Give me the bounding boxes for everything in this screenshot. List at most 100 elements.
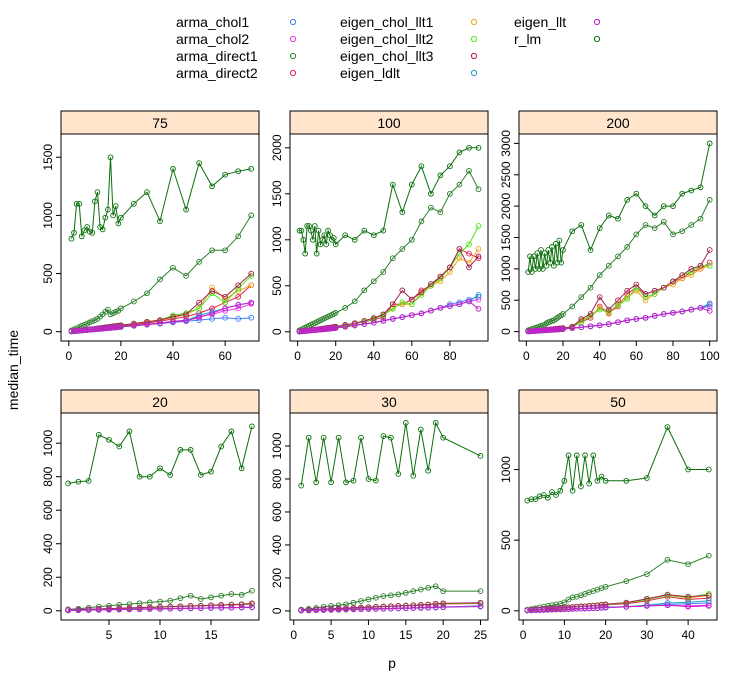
y-tick-label: 0 <box>499 328 513 335</box>
x-tick-label: 0 <box>523 349 530 363</box>
data-point <box>528 328 535 335</box>
data-point <box>417 604 424 611</box>
data-point <box>477 603 484 610</box>
data-point <box>623 477 630 484</box>
data-point <box>623 599 630 606</box>
data-point <box>590 605 597 611</box>
data-point <box>358 598 364 604</box>
data-point <box>417 426 424 433</box>
data-point <box>315 326 322 333</box>
data-point <box>670 203 676 209</box>
data-point <box>115 220 122 227</box>
data-point <box>605 212 612 219</box>
series-r_lm <box>298 420 484 489</box>
data-point <box>642 294 649 300</box>
data-point <box>343 479 349 486</box>
data-point <box>313 479 320 486</box>
data-point <box>602 601 609 608</box>
data-point <box>565 606 572 612</box>
legend-marker-r_lm <box>593 35 601 43</box>
data-point <box>688 272 695 278</box>
data-point <box>332 325 339 331</box>
data-point <box>235 233 242 240</box>
data-point <box>545 247 552 253</box>
series-eigen_llt <box>68 299 255 335</box>
legend-marker-eigen_chol_llt1 <box>470 18 478 26</box>
data-point <box>177 595 184 602</box>
series-line-r_lm <box>300 421 481 486</box>
data-point <box>144 321 150 328</box>
legend-label-arma_chol1: arma_chol1 <box>176 14 249 30</box>
data-point <box>167 472 174 478</box>
data-point <box>106 606 112 613</box>
data-point <box>528 269 535 275</box>
data-point <box>679 272 686 278</box>
data-point <box>578 294 585 300</box>
y-tick-label: 500 <box>270 275 284 295</box>
legend-label-eigen_ldlt: eigen_ldlt <box>340 65 400 81</box>
data-point <box>115 324 122 331</box>
data-point <box>543 262 550 269</box>
data-point <box>644 571 650 577</box>
data-point <box>685 561 691 568</box>
data-point <box>525 328 532 335</box>
data-point <box>697 184 704 191</box>
data-point <box>623 578 630 584</box>
legend: arma_chol1arma_chol2arma_direct1arma_dir… <box>176 14 601 81</box>
data-point <box>410 588 417 594</box>
data-point <box>395 471 402 477</box>
legend-marker-arma_direct1 <box>289 52 297 60</box>
data-point <box>578 222 585 228</box>
data-point <box>705 592 712 599</box>
data-point <box>197 605 204 611</box>
data-point <box>688 187 695 194</box>
data-point <box>428 307 434 314</box>
data-point <box>313 607 320 613</box>
data-point <box>208 594 214 601</box>
legend-marker-arma_direct2 <box>289 69 297 77</box>
data-point <box>319 326 326 333</box>
data-point <box>105 206 111 213</box>
data-point <box>65 480 71 487</box>
x-tick-label: 0 <box>65 349 72 363</box>
data-point <box>332 241 339 248</box>
data-point <box>573 452 580 459</box>
data-point <box>670 278 676 285</box>
data-point <box>361 227 368 234</box>
data-point <box>602 604 609 611</box>
data-point <box>330 235 337 241</box>
data-point <box>437 209 444 216</box>
data-point <box>688 222 695 228</box>
data-point <box>633 281 640 288</box>
y-tick-label: 500 <box>499 530 513 550</box>
data-point <box>235 282 242 289</box>
data-point <box>311 327 318 333</box>
y-tick-label: 400 <box>41 533 55 553</box>
data-point <box>107 154 114 161</box>
data-point <box>196 299 202 306</box>
data-point <box>380 311 387 318</box>
series-line-r_lm <box>527 425 709 502</box>
series-r_lm <box>525 140 713 275</box>
data-point <box>157 218 163 225</box>
panel-frame <box>60 412 260 621</box>
data-point <box>417 601 424 608</box>
data-point <box>399 287 406 294</box>
data-point <box>157 465 163 472</box>
data-point <box>557 487 564 494</box>
y-tick-label: 0 <box>41 328 55 335</box>
data-point <box>388 605 394 612</box>
y-tick-label: 2500 <box>499 161 513 188</box>
y-tick-label: 1000 <box>41 202 55 229</box>
data-point <box>578 605 584 612</box>
data-point <box>183 206 189 213</box>
panel-frame <box>518 412 718 621</box>
data-point <box>552 326 559 333</box>
data-point <box>388 434 394 441</box>
data-point <box>573 605 580 612</box>
y-tick-label: 400 <box>270 535 284 555</box>
data-point <box>440 588 447 594</box>
data-point <box>146 473 153 480</box>
